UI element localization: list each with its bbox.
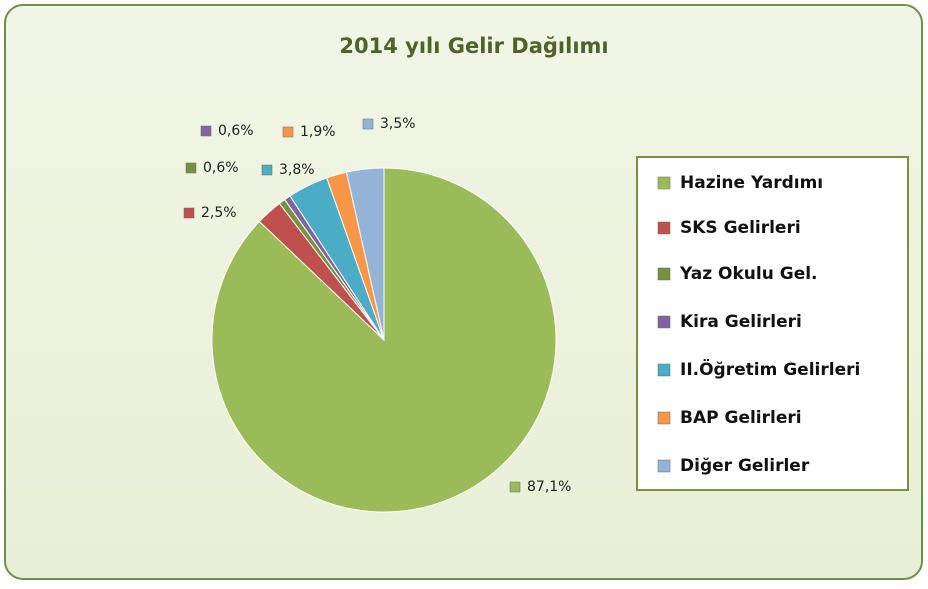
legend-box (636, 156, 909, 491)
legend-marker (657, 315, 671, 329)
label-marker (200, 125, 212, 137)
legend-entry: BAP Gelirleri (680, 408, 802, 428)
label-marker (183, 207, 195, 219)
data-label: 0,6% (203, 160, 239, 176)
label-marker (185, 162, 197, 174)
pie-slice (345, 167, 385, 341)
legend-marker (657, 459, 671, 473)
legend-entry: II.Öğretim Gelirleri (680, 358, 860, 380)
data-label: 3,5% (380, 116, 416, 132)
legend-marker (657, 267, 671, 281)
data-label: 87,1% (527, 479, 571, 495)
legend-entry: Diğer Gelirler (680, 456, 810, 476)
label-marker (509, 481, 521, 493)
legend-entry: Yaz Okulu Gel. (679, 264, 818, 284)
legend-marker (657, 176, 671, 190)
data-label: 0,6% (218, 123, 254, 139)
legend-marker (657, 363, 671, 377)
label-marker (362, 118, 374, 130)
legend-entry: SKS Gelirleri (680, 218, 801, 238)
label-marker (261, 164, 273, 176)
data-label: 2,5% (201, 205, 237, 221)
data-label: 3,8% (279, 162, 315, 178)
label-marker (282, 126, 294, 138)
chart-title: 2014 yılı Gelir Dağılımı (339, 34, 608, 58)
legend-entry: Hazine Yardımı (680, 173, 823, 193)
data-label: 1,9% (300, 124, 336, 140)
legend-marker (657, 411, 671, 425)
legend-marker (657, 221, 671, 235)
legend-entry: Kira Gelirleri (680, 312, 802, 332)
